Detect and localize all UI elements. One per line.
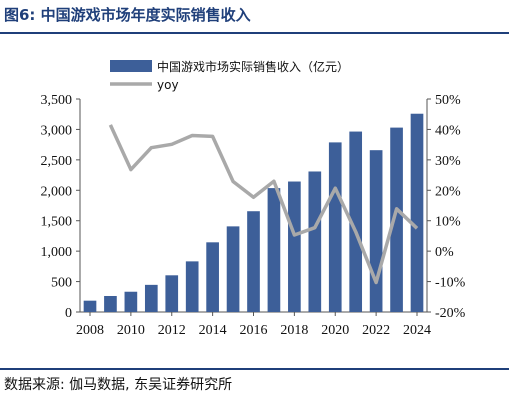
bar xyxy=(308,171,322,312)
legend: 中国游戏市场实际销售收入（亿元） yoy xyxy=(110,59,349,92)
legend-swatch-bar xyxy=(110,60,152,72)
left-tick-label: 500 xyxy=(51,276,72,291)
x-tick-label: 2010 xyxy=(117,323,145,338)
axes: 0 500 1,000 1,500 2,000 2,500 3,000 3,500 -20% -1… xyxy=(41,93,466,338)
bar xyxy=(410,113,424,312)
bar xyxy=(144,284,158,312)
bar xyxy=(104,295,117,312)
bar xyxy=(83,300,97,312)
bar xyxy=(349,131,363,312)
x-tick-label: 2022 xyxy=(362,323,390,338)
bar xyxy=(247,211,260,312)
left-tick-label: 2,000 xyxy=(41,184,73,199)
bar xyxy=(124,291,138,312)
left-tick-label: 2,500 xyxy=(41,154,73,169)
legend-label-line: yoy xyxy=(157,78,179,92)
right-tick-label: 50% xyxy=(435,93,461,108)
bar xyxy=(226,226,240,312)
figure-source: 数据来源: 伽马数据, 东吴证券研究所 xyxy=(4,377,233,393)
x-tick-label: 2014 xyxy=(199,323,227,338)
bottom-rule xyxy=(0,368,509,370)
bar xyxy=(206,242,219,312)
x-tick-label: 2016 xyxy=(240,323,268,338)
x-tick-label: 2008 xyxy=(76,323,104,338)
x-tick-label: 2012 xyxy=(158,323,186,338)
right-tick-label: 40% xyxy=(435,123,461,138)
left-tick-label: 1,000 xyxy=(41,245,73,260)
right-tick-label: 30% xyxy=(435,154,461,169)
right-tick-label: -10% xyxy=(435,276,466,291)
bar xyxy=(185,261,199,312)
left-tick-label: 1,500 xyxy=(41,215,73,230)
bar xyxy=(328,142,342,312)
bar-series xyxy=(83,113,424,312)
x-tick-label: 2020 xyxy=(321,323,349,338)
bar xyxy=(288,181,301,312)
right-tick-label: -20% xyxy=(435,306,466,321)
right-tick-label: 10% xyxy=(435,215,461,230)
left-tick-label: 0 xyxy=(65,306,72,321)
x-tick-label: 2018 xyxy=(280,323,308,338)
right-tick-label: 20% xyxy=(435,184,461,199)
left-tick-label: 3,000 xyxy=(41,123,73,138)
yoy-series xyxy=(108,124,419,285)
figure-title: 图6: 中国游戏市场年度实际销售收入 xyxy=(4,6,251,24)
bar xyxy=(267,188,281,312)
x-tick-label: 2024 xyxy=(403,323,431,338)
yoy-line xyxy=(108,124,419,285)
legend-label-bar: 中国游戏市场实际销售收入（亿元） xyxy=(157,59,349,74)
bar xyxy=(165,275,179,312)
right-tick-label: 0% xyxy=(435,245,454,260)
top-rule xyxy=(0,32,509,34)
bar xyxy=(369,150,383,312)
bar xyxy=(390,127,403,312)
left-tick-label: 3,500 xyxy=(41,93,73,108)
